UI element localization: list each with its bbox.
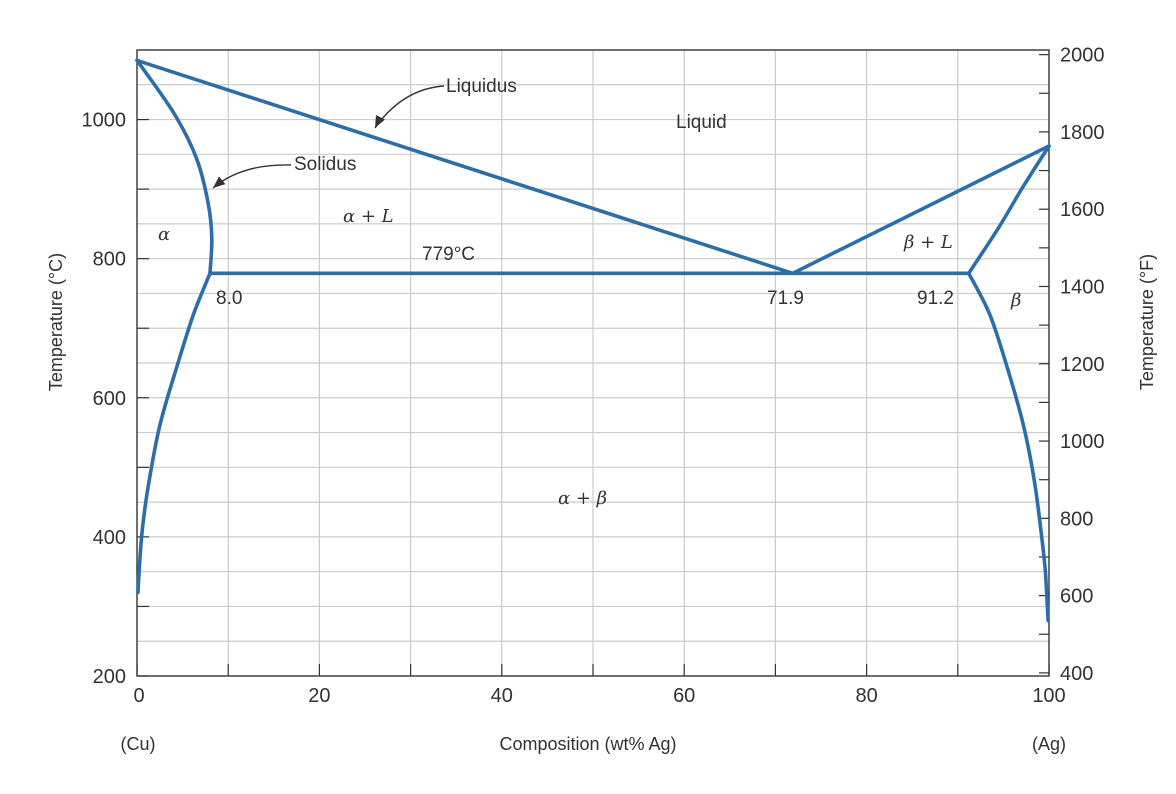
y2-tick-label: 1200 [1060,354,1105,376]
x-tick-label: 100 [1032,685,1065,707]
y-tick-label: 200 [93,666,126,688]
beta-plus-liquid-label: β + L [903,232,953,253]
solidus-label: Solidus [294,154,356,175]
liquidus-right-line [790,144,1051,276]
x-tick-label: 40 [491,685,513,707]
liquidus-label: Liquidus [446,76,517,97]
x-end-label-ag: (Ag) [1032,734,1066,754]
grid [137,50,1049,676]
y2-tick-label: 1600 [1060,199,1105,221]
y-tick-label: 400 [93,527,126,549]
y2-tick-label: 400 [1060,663,1093,685]
liquid-region-label: Liquid [676,112,727,133]
phase-boundaries [135,58,1051,623]
axis-ticks: 0 20 40 60 80 100 200 400 600 800 1000 400 600 800 100… [82,45,1105,707]
liquidus-left-line [135,58,795,276]
eutectic-temperature-label: 779°C [422,244,475,265]
x-tick-label: 20 [308,685,330,707]
y2-tick-label: 1400 [1060,276,1105,298]
y2-tick-label: 2000 [1060,45,1105,67]
alpha-plus-liquid-label: α + L [343,206,394,227]
y-axis-title-right: Temperature (°F) [1137,254,1157,390]
solidus-arrow [212,164,292,189]
liquidus-arrow [374,85,445,129]
alpha-composition-label: 8.0 [216,288,242,309]
alpha-plus-beta-label: α + β [558,488,607,509]
alpha-region-label: α [158,224,170,245]
x-tick-label: 80 [855,685,877,707]
x-tick-label: 60 [673,685,695,707]
y2-tick-label: 1800 [1060,122,1105,144]
beta-composition-label: 91.2 [917,288,954,309]
x-axis-title: Composition (wt% Ag) [499,734,676,754]
beta-region-label: β [1010,290,1021,311]
x-tick-label: 0 [133,685,144,707]
y2-tick-label: 600 [1060,586,1093,608]
y-tick-label: 800 [93,249,126,271]
x-end-label-cu: (Cu) [121,734,156,754]
y-tick-label: 1000 [82,110,127,132]
eutectic-composition-label: 71.9 [767,288,804,309]
y2-tick-label: 800 [1060,508,1093,530]
y-tick-label: 600 [93,388,126,410]
y-axis-title-left: Temperature (°C) [46,253,66,391]
annotation-arrows [212,85,445,189]
solvus-beta-curve [966,271,1050,623]
solidus-beta-curve [966,144,1051,276]
solvus-alpha-curve [136,271,212,595]
y2-tick-label: 1000 [1060,431,1105,453]
solidus-alpha-curve [135,58,214,276]
